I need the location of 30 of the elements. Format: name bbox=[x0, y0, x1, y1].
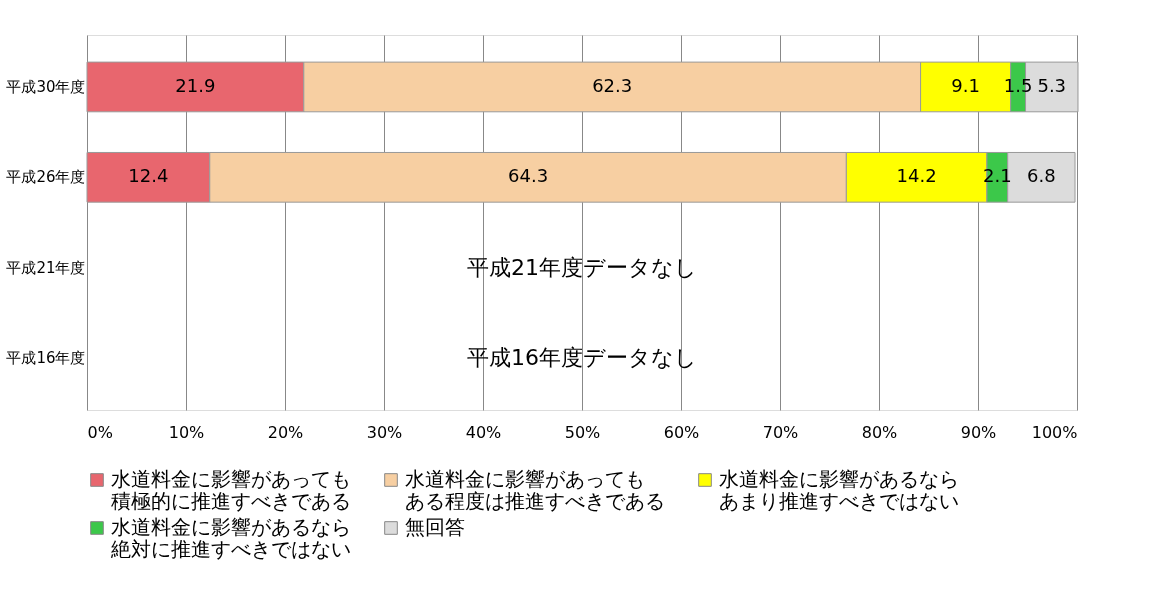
legend-label: 水道料金に影響があるなら絶対に推進すべきではない bbox=[110, 515, 351, 561]
data-label: 12.4 bbox=[128, 165, 169, 187]
x-tick-label: 40% bbox=[465, 422, 502, 442]
x-tick-label: 80% bbox=[861, 422, 898, 442]
x-tick-label: 50% bbox=[564, 422, 601, 442]
x-tick-label: 60% bbox=[663, 422, 700, 442]
legend-label: 水道料金に影響があってもある程度は推進すべきである bbox=[405, 467, 665, 513]
x-tick-label: 30% bbox=[366, 422, 403, 442]
data-label: 14.2 bbox=[896, 165, 937, 187]
x-tick-label: 70% bbox=[762, 422, 799, 442]
y-tick-label: 平成30年度 bbox=[6, 77, 86, 96]
y-tick-label: 平成16年度 bbox=[6, 349, 86, 368]
x-tick-label: 90% bbox=[960, 422, 997, 442]
annotation: 平成16年度データなし bbox=[467, 345, 697, 371]
x-tick-label: 10% bbox=[168, 422, 205, 442]
data-label: 9.1 bbox=[951, 74, 980, 96]
legend-label: 水道料金に影響があっても積極的に推進すべきである bbox=[111, 467, 351, 513]
data-label: 62.3 bbox=[592, 74, 633, 96]
data-label: 5.3 bbox=[1037, 74, 1067, 96]
x-tick-label: 20% bbox=[267, 422, 304, 442]
data-label: 64.3 bbox=[508, 165, 549, 187]
data-label: 6.8 bbox=[1027, 165, 1056, 187]
legend-label: 水道料金に影響があるならあまり推進すべきではない bbox=[719, 467, 959, 513]
y-tick-label: 平成26年度 bbox=[6, 168, 86, 187]
y-tick-label: 平成21年度 bbox=[6, 258, 86, 277]
annotation: 平成21年度データなし bbox=[467, 254, 697, 280]
data-label: 21.9 bbox=[175, 74, 216, 96]
x-tick-label: 100% bbox=[1031, 422, 1078, 442]
x-tick-label: 0% bbox=[87, 422, 113, 442]
legend-label: 無回答 bbox=[405, 515, 465, 539]
